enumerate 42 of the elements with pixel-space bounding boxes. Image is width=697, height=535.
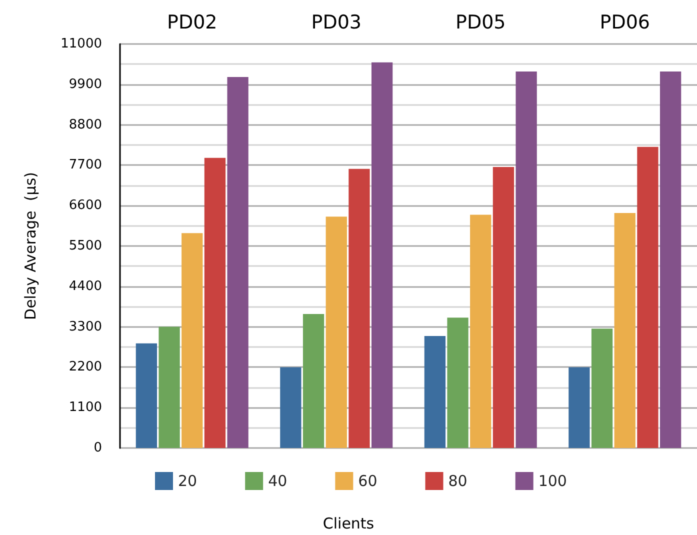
bar <box>447 318 468 448</box>
bar <box>660 72 682 448</box>
bar <box>348 168 370 448</box>
x-tick-label: PD06 <box>600 12 650 34</box>
x-tick-label: PD02 <box>166 12 218 34</box>
bar <box>516 72 537 448</box>
y-tick-label: 6600 <box>68 198 102 214</box>
bar <box>470 214 492 448</box>
bar <box>568 367 590 448</box>
bar <box>204 158 226 448</box>
bar <box>302 314 324 448</box>
y-tick-label: 2200 <box>68 360 102 375</box>
legend-label: 80 <box>448 472 468 490</box>
y-tick-label: 11000 <box>60 36 102 52</box>
legend-label: 60 <box>358 472 378 490</box>
y-tick-label: 9900 <box>68 76 102 92</box>
y-tick-label: 7700 <box>68 158 102 173</box>
y-axis-title: Delay Average (μs) <box>22 172 40 320</box>
legend-label: 100 <box>538 472 567 490</box>
y-tick-label: 8800 <box>68 117 102 132</box>
bar <box>182 233 203 448</box>
bar <box>492 167 514 448</box>
bar <box>158 326 180 448</box>
y-tick-label: 5500 <box>68 238 102 254</box>
x-axis-title: Clients <box>322 514 374 532</box>
x-tick-label: PD05 <box>455 12 506 34</box>
bar <box>326 216 347 448</box>
y-tick-label: 1100 <box>68 400 102 416</box>
y-tick-label: 4400 <box>68 278 102 294</box>
bar <box>637 146 658 448</box>
bar <box>280 367 302 448</box>
legend-label: 40 <box>268 472 288 490</box>
bar <box>424 336 446 448</box>
bar <box>371 62 393 448</box>
y-tick-label: 3300 <box>68 319 102 334</box>
bar <box>591 328 613 448</box>
x-tick-label: PD03 <box>311 12 362 34</box>
bar <box>227 77 248 448</box>
y-tick-label: 0 <box>94 440 102 456</box>
bar <box>136 343 158 448</box>
legend-label: 20 <box>178 472 198 490</box>
bar <box>614 212 636 448</box>
